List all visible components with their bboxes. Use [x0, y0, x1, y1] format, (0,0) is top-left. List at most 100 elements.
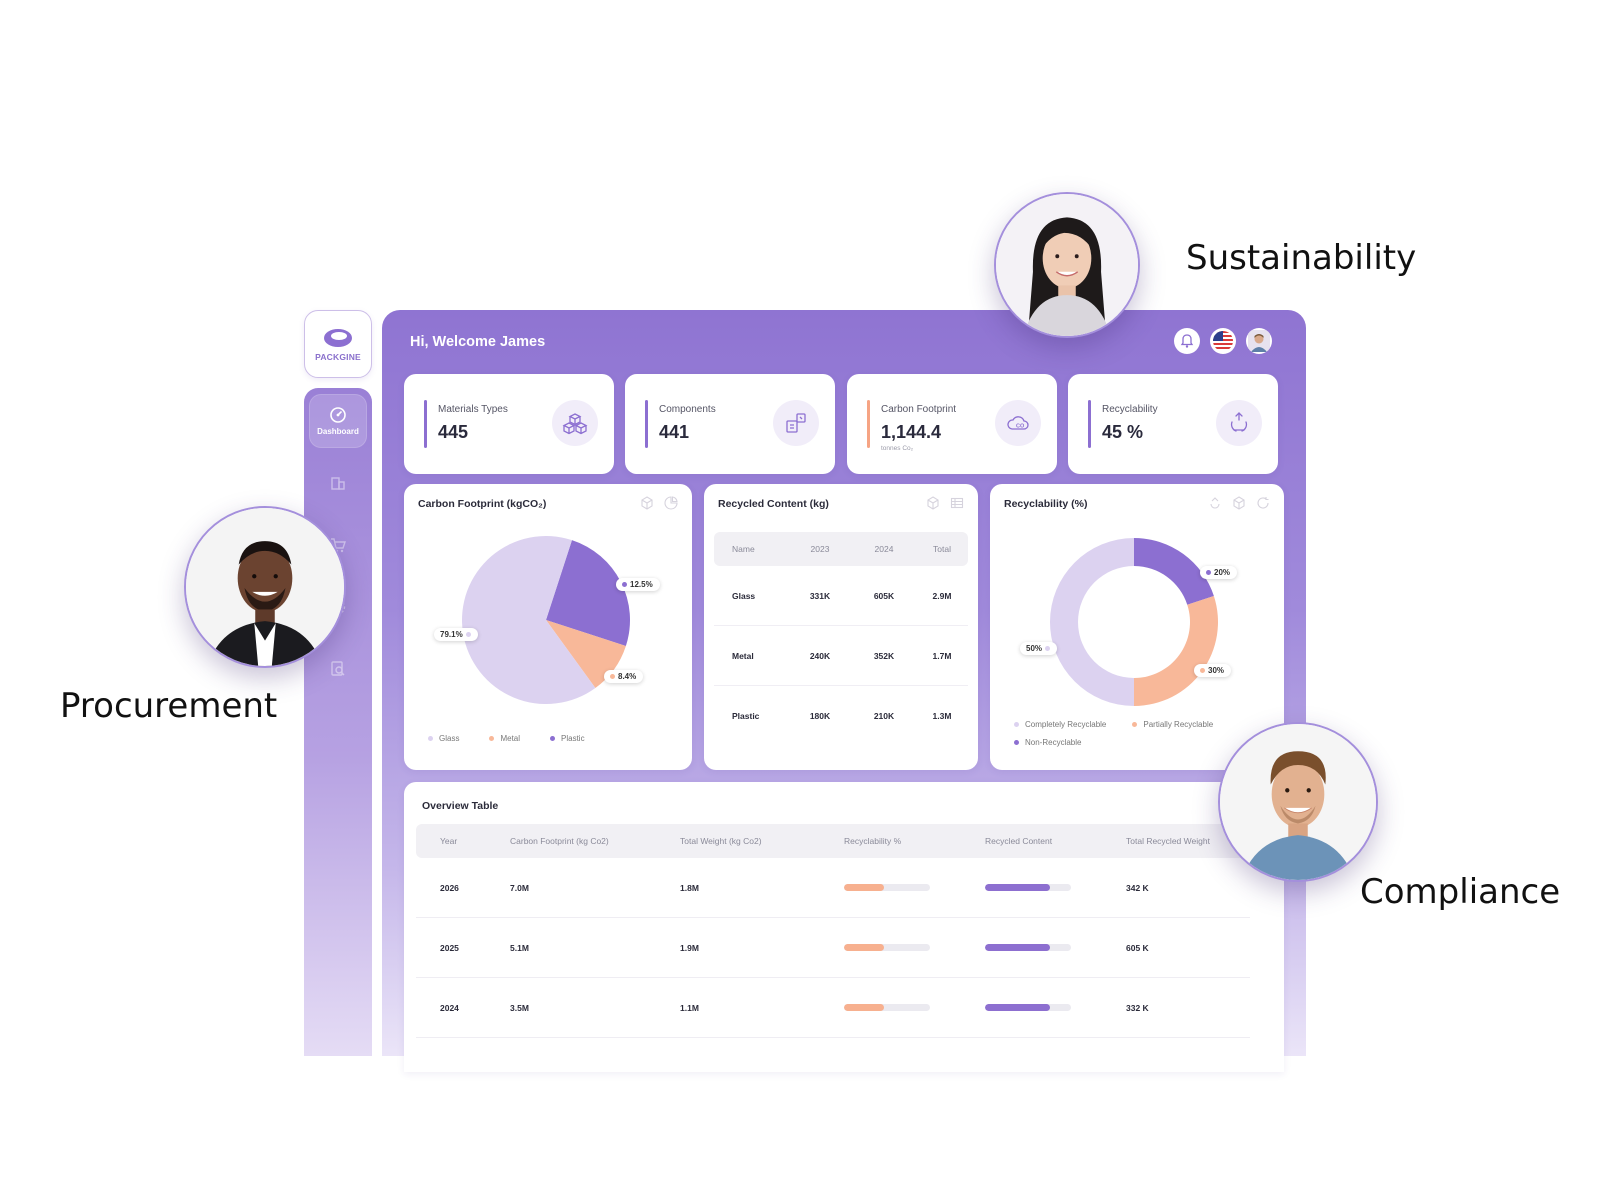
table-cell: 605 K [1126, 942, 1149, 953]
cube-icon[interactable] [1232, 496, 1246, 510]
stat-card-carbon[interactable]: Carbon Footprint 1,144.4 tonnes Co₂ CO [847, 374, 1057, 474]
column-header: Total [933, 544, 951, 554]
cloud-co2-icon: CO [1007, 416, 1029, 430]
table-cell: 605K [873, 590, 895, 601]
sidebar-item-buildings[interactable] [309, 456, 367, 510]
overview-table-card: Overview Table Year Carbon Footprint (kg… [404, 782, 1284, 1072]
card-title: Recyclability (%) [1004, 498, 1088, 510]
carbon-pie-chart [462, 536, 630, 704]
data-label: 20% [1200, 566, 1238, 579]
stat-card-materials[interactable]: Materials Types 445 [404, 374, 614, 474]
pie-chart-icon[interactable] [664, 496, 678, 510]
table-cell: 352K [873, 650, 895, 661]
column-header: 2023 [810, 544, 830, 554]
table-cell: 210K [873, 711, 895, 721]
notifications-button[interactable] [1174, 328, 1200, 354]
brand-name: PACKGINE [315, 351, 361, 362]
components-icon [786, 413, 806, 433]
table-row[interactable]: Plastic 180K 210K 1.3M [714, 686, 968, 746]
table-cell: 1.8M [680, 882, 699, 893]
sidebar: Dashboard [304, 388, 372, 1056]
stat-value: 45 % [1102, 422, 1144, 442]
column-header: Recyclability % [844, 836, 902, 846]
table-row[interactable]: Glass 331K 605K 2.9M [714, 566, 968, 626]
stat-label: Components [659, 404, 716, 415]
legend-item: Plastic [550, 734, 585, 743]
table-row[interactable]: 2026 7.0M 1.8M 342 K [416, 858, 1250, 918]
data-label-text: 20% [1214, 568, 1231, 577]
table-row[interactable]: 2025 5.1M 1.9M 605 K [416, 918, 1250, 978]
stat-card-components[interactable]: Components 441 [625, 374, 835, 474]
man-portrait-icon [1220, 724, 1376, 880]
legend-item: Metal [489, 734, 520, 743]
card-title: Overview Table [422, 800, 499, 812]
sidebar-item-label: Dashboard [317, 427, 359, 436]
stat-icon-wrap [1216, 400, 1262, 446]
table-cell: 5.1M [510, 942, 529, 953]
card-title: Recycled Content (kg) [718, 498, 829, 510]
recycle-icon[interactable] [1208, 496, 1222, 510]
column-header: Recycled Content [985, 836, 1053, 846]
legend-label: Completely Recyclable [1025, 720, 1107, 729]
legend-label: Non-Recyclable [1025, 738, 1082, 747]
legend-label: Plastic [561, 734, 585, 743]
legend-item: Partially Recyclable [1132, 720, 1213, 729]
recyclability-progress [844, 858, 930, 917]
table-cell: 342 K [1126, 882, 1149, 893]
man-portrait-icon [186, 508, 344, 666]
compliance-avatar [1218, 722, 1378, 882]
table-cell: 7.0M [510, 882, 529, 893]
progress-fill [844, 1004, 885, 1011]
stat-icon-wrap [773, 400, 819, 446]
data-label: 30% [1194, 664, 1232, 677]
table-header: Year Carbon Footprint (kg Co2) Total Wei… [416, 824, 1250, 858]
stat-icon-wrap: CO [995, 400, 1041, 446]
stat-card-recyclability[interactable]: Recyclability 45 % [1068, 374, 1278, 474]
avatar [1248, 330, 1270, 352]
sidebar-item-dashboard[interactable]: Dashboard [309, 394, 367, 448]
progress-track [844, 944, 930, 951]
brand-logo[interactable]: PACKGINE [304, 310, 372, 378]
pie-slice-partially-recyclable[interactable] [1134, 596, 1218, 706]
pie-slice-non-recyclable[interactable] [1134, 538, 1214, 605]
card-title: Carbon Footprint (kgCO₂) [418, 498, 547, 510]
language-button[interactable] [1210, 328, 1236, 354]
pie-slice-completely-recyclable[interactable] [1050, 538, 1134, 706]
dashboard-panel: Hi, Welcome James [382, 310, 1306, 1072]
stat-label: Materials Types [438, 404, 508, 415]
table-row[interactable]: 2024 3.5M 1.1M 332 K [416, 978, 1250, 1038]
column-header: 2024 [874, 544, 894, 554]
user-avatar-button[interactable] [1246, 328, 1272, 354]
chart-legend: Glass Metal Plastic [428, 734, 585, 743]
stat-label: Carbon Footprint [881, 404, 957, 415]
pie-slice-glass[interactable] [462, 536, 596, 704]
woman-portrait-icon [996, 194, 1138, 336]
cube-icon[interactable] [640, 496, 654, 510]
table-cell: Glass [732, 590, 756, 601]
table-icon[interactable] [950, 496, 964, 510]
column-header: Total Weight (kg Co2) [680, 836, 762, 846]
table-cell: 3.5M [510, 1002, 529, 1013]
chart-legend-row-2: Non-Recyclable [1014, 738, 1081, 747]
progress-fill [985, 944, 1051, 951]
table-row[interactable]: Metal 240K 352K 1.7M [714, 626, 968, 686]
procurement-avatar [184, 506, 346, 668]
table-cell: 2024 [440, 1002, 459, 1013]
column-header: Year [440, 836, 458, 846]
recycled-content-progress [985, 918, 1071, 977]
svg-text:CO: CO [1016, 424, 1025, 430]
stat-value: 441 [659, 422, 690, 442]
card-tools [1208, 496, 1270, 510]
refresh-icon[interactable] [1256, 496, 1270, 510]
pie-slice-plastic[interactable] [546, 540, 630, 646]
data-label: 50% [1020, 642, 1058, 655]
cube-icon[interactable] [926, 496, 940, 510]
recyclability-progress [844, 978, 930, 1037]
table-cell: 332 K [1126, 1002, 1149, 1013]
table-cell: 1.7M [932, 650, 952, 661]
table-cell: 331K [809, 590, 831, 601]
report-search-icon [331, 661, 345, 676]
column-header: Name [732, 544, 755, 554]
gauge-icon [330, 407, 346, 423]
sidebar-item-reports[interactable] [309, 642, 367, 696]
